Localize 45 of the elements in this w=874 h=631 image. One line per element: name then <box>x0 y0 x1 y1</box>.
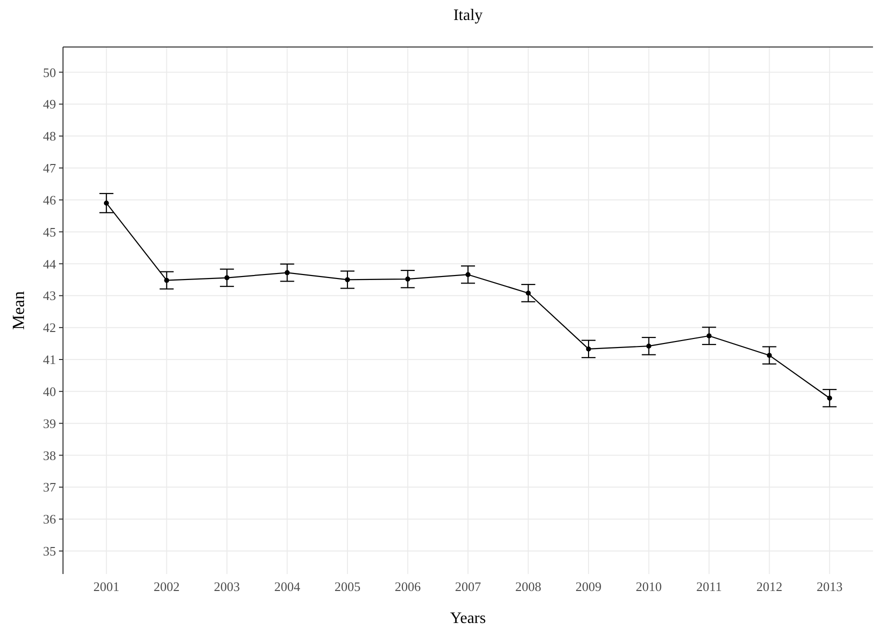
x-tick-label: 2011 <box>696 579 722 594</box>
x-tick-label: 2013 <box>816 579 843 594</box>
y-tick-label: 37 <box>43 480 56 495</box>
x-tick-label: 2010 <box>636 579 662 594</box>
point <box>405 276 410 282</box>
x-axis-title: Years <box>450 610 486 627</box>
point <box>224 275 230 280</box>
chart-title: Italy <box>453 7 483 24</box>
x-tick-label: 2001 <box>93 579 120 594</box>
y-tick-label: 47 <box>43 160 56 176</box>
point <box>104 200 109 206</box>
x-tick-label: 2004 <box>274 579 301 594</box>
x-tick-label: 2005 <box>334 579 360 594</box>
point <box>766 352 772 358</box>
y-tick-label: 46 <box>43 192 56 208</box>
point <box>526 290 531 296</box>
x-tick-label: 2008 <box>515 579 542 594</box>
x-tick-label: 2006 <box>394 579 422 594</box>
y-tick-label: 50 <box>43 64 56 80</box>
point <box>164 278 170 283</box>
y-tick-label: 48 <box>43 128 56 144</box>
y-tick-label: 45 <box>43 224 56 240</box>
x-tick-label: 2002 <box>154 579 180 594</box>
y-tick-label: 49 <box>43 96 56 112</box>
point <box>646 344 652 349</box>
y-tick-label: 36 <box>43 512 56 527</box>
point <box>706 333 712 338</box>
x-tick-label: 2007 <box>455 579 482 594</box>
x-tick-label: 2012 <box>756 579 782 594</box>
y-axis-title: Mean <box>9 290 28 330</box>
x-tick-label: 2003 <box>214 579 240 594</box>
y-tick-label: 43 <box>43 288 56 304</box>
y-tick-label: 39 <box>43 416 56 431</box>
y-tick-label: 44 <box>43 256 56 272</box>
point <box>586 346 592 352</box>
y-tick-label: 35 <box>43 544 56 559</box>
y-tick-label: 42 <box>43 320 56 336</box>
point <box>284 270 290 276</box>
x-tick-label: 2009 <box>576 579 602 594</box>
y-tick-label: 40 <box>43 384 56 399</box>
point <box>344 277 350 282</box>
point <box>466 272 470 278</box>
point <box>827 396 832 401</box>
y-tick-label: 38 <box>43 448 56 463</box>
y-tick-label: 41 <box>43 352 56 368</box>
